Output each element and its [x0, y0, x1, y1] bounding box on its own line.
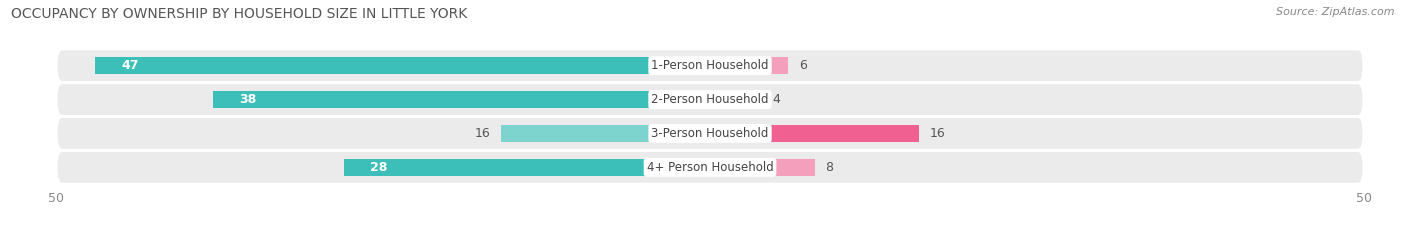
Text: 4: 4: [773, 93, 780, 106]
Bar: [96, 57, 710, 75]
Text: OCCUPANCY BY OWNERSHIP BY HOUSEHOLD SIZE IN LITTLE YORK: OCCUPANCY BY OWNERSHIP BY HOUSEHOLD SIZE…: [11, 7, 468, 21]
Bar: [710, 125, 920, 142]
Text: 1-Person Household: 1-Person Household: [651, 59, 769, 72]
Bar: [710, 57, 789, 75]
Text: 8: 8: [825, 161, 834, 174]
Text: 16: 16: [929, 127, 945, 140]
Text: 3-Person Household: 3-Person Household: [651, 127, 769, 140]
FancyBboxPatch shape: [56, 117, 1364, 150]
Text: 6: 6: [799, 59, 807, 72]
Text: 16: 16: [475, 127, 491, 140]
FancyBboxPatch shape: [56, 49, 1364, 82]
Text: 4+ Person Household: 4+ Person Household: [647, 161, 773, 174]
Text: 47: 47: [122, 59, 139, 72]
Text: 28: 28: [370, 161, 388, 174]
Bar: [710, 91, 762, 108]
Bar: [501, 125, 710, 142]
Bar: [214, 91, 710, 108]
Bar: [710, 158, 814, 176]
Text: 38: 38: [239, 93, 256, 106]
Bar: [344, 158, 710, 176]
Text: 2-Person Household: 2-Person Household: [651, 93, 769, 106]
FancyBboxPatch shape: [56, 83, 1364, 116]
Text: Source: ZipAtlas.com: Source: ZipAtlas.com: [1277, 7, 1395, 17]
FancyBboxPatch shape: [56, 151, 1364, 184]
